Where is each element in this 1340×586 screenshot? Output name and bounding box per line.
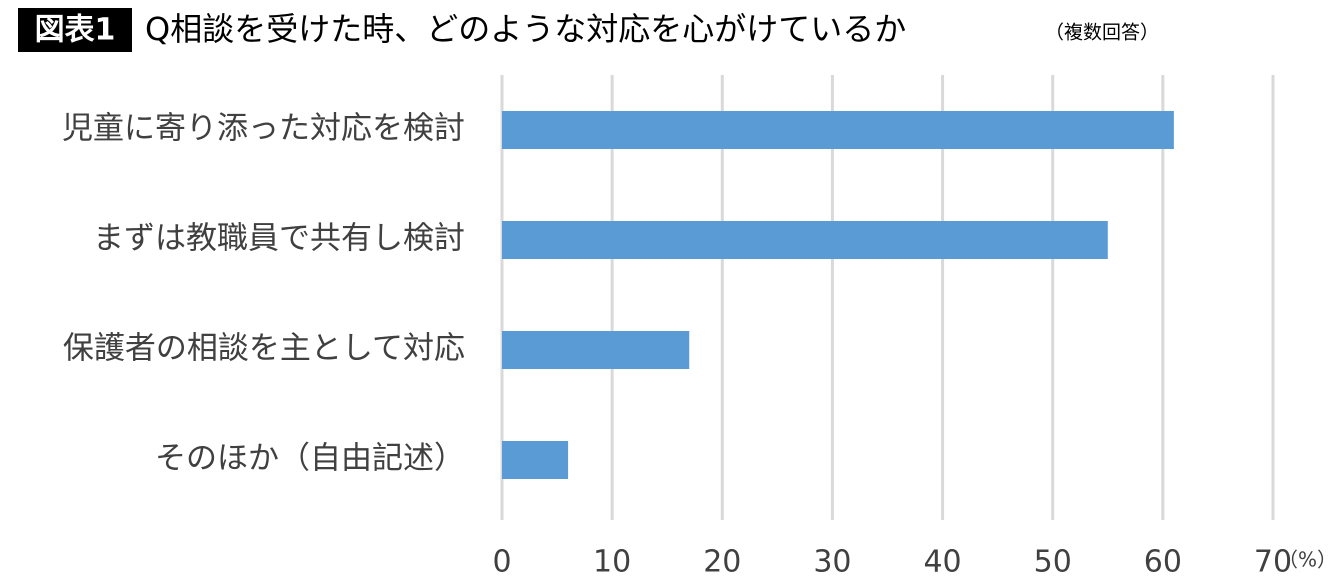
bar bbox=[502, 221, 1108, 259]
y-tick-label: 保護者の相談を主として対応 bbox=[63, 331, 465, 367]
unit-label: （%） bbox=[1278, 548, 1337, 572]
y-tick-label: まずは教職員で共有し検討 bbox=[93, 221, 465, 257]
x-tick-label: 0 bbox=[492, 545, 511, 580]
bar bbox=[502, 331, 690, 369]
x-tick-label: 20 bbox=[703, 545, 741, 580]
bar bbox=[502, 111, 1174, 149]
chart-title: Q相談を受けた時、どのような対応を心がけているか bbox=[145, 10, 906, 48]
bar bbox=[502, 441, 569, 479]
chart-subtitle: （複数回答） bbox=[1045, 22, 1159, 44]
y-tick-label: 児童に寄り添った対応を検討 bbox=[62, 111, 465, 147]
badge: 図表1 bbox=[35, 13, 116, 48]
x-tick-label: 40 bbox=[923, 545, 961, 580]
y-tick-label: そのほか（自由記述） bbox=[155, 441, 465, 477]
x-tick-label: 70 bbox=[1254, 545, 1292, 580]
x-tick-label: 30 bbox=[813, 545, 851, 580]
badge-bg bbox=[18, 8, 132, 52]
x-tick-label: 50 bbox=[1034, 545, 1072, 580]
x-tick-label: 60 bbox=[1144, 545, 1182, 580]
x-tick-label: 10 bbox=[593, 545, 631, 580]
